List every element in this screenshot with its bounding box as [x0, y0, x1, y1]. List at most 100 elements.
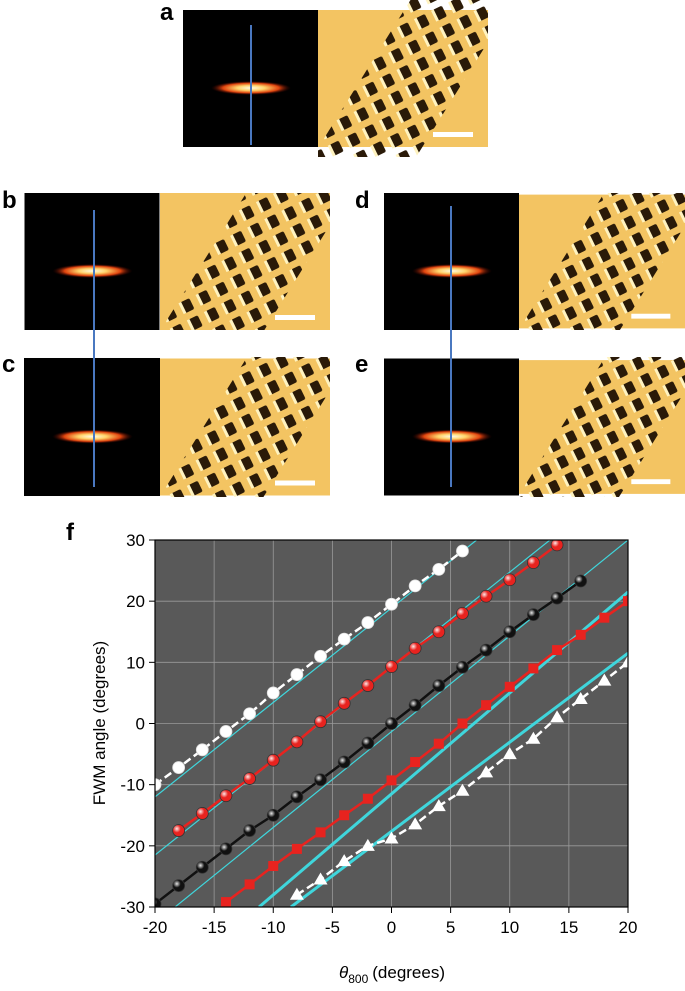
- x-tick-label: 10: [500, 918, 519, 937]
- y-tick-label: -10: [120, 776, 145, 795]
- marker-highlight: [385, 660, 398, 673]
- marker-highlight: [551, 540, 564, 551]
- x-label-subscript: 800: [348, 972, 368, 986]
- marker-highlight: [243, 824, 256, 837]
- marker: [456, 544, 469, 558]
- x-tick-label: -15: [202, 918, 227, 937]
- panel-label: d: [355, 187, 370, 214]
- marker: [386, 775, 397, 786]
- marker-highlight: [196, 861, 209, 874]
- y-tick-label: -30: [120, 898, 145, 917]
- marker: [220, 897, 231, 907]
- marker-highlight: [314, 773, 327, 786]
- marker-highlight: [219, 789, 232, 802]
- marker: [408, 579, 422, 593]
- marker: [219, 725, 233, 738]
- panel-label: b: [2, 187, 17, 214]
- marker: [410, 757, 421, 768]
- marker-highlight: [432, 625, 445, 638]
- marker-highlight: [361, 679, 374, 692]
- marker: [526, 731, 541, 744]
- x-tick-label: 0: [387, 918, 396, 937]
- marker: [623, 596, 628, 607]
- marker-highlight: [196, 807, 209, 820]
- marker: [313, 872, 328, 885]
- y-axis-label: FWM angle (degrees): [90, 641, 109, 805]
- marker-highlight: [409, 642, 422, 655]
- marker-highlight: [574, 574, 587, 587]
- marker: [172, 761, 186, 774]
- marker: [384, 831, 399, 844]
- marker: [552, 645, 563, 656]
- marker-highlight: [527, 556, 540, 569]
- marker: [502, 747, 517, 760]
- y-tick-label: 0: [136, 715, 145, 734]
- plot-frame: [154, 539, 629, 908]
- marker: [195, 743, 209, 757]
- panel-label: a: [160, 0, 174, 26]
- marker: [360, 838, 375, 851]
- marker: [550, 710, 565, 723]
- marker-highlight: [409, 699, 422, 712]
- marker: [599, 612, 610, 623]
- x-axis-label: θ800 (degrees): [339, 963, 445, 986]
- marker: [597, 673, 612, 686]
- marker-highlight: [219, 842, 232, 855]
- marker-highlight: [290, 790, 303, 803]
- y-tick-label: 10: [126, 653, 145, 672]
- x-tick-label: -10: [261, 918, 286, 937]
- marker: [621, 655, 628, 668]
- marker-highlight: [480, 644, 493, 657]
- marker: [575, 629, 586, 640]
- marker: [291, 843, 302, 854]
- marker-highlight: [172, 824, 185, 837]
- marker-highlight: [172, 879, 185, 892]
- panel-label: e: [355, 351, 368, 378]
- x-tick-label: 5: [446, 918, 455, 937]
- marker: [268, 861, 279, 872]
- series-line: [155, 540, 478, 798]
- panel-images: [24, 0, 685, 497]
- marker: [455, 783, 470, 796]
- plot-data: [155, 540, 628, 907]
- marker: [290, 668, 304, 681]
- marker: [432, 562, 446, 576]
- marker: [573, 692, 588, 705]
- x-tick-label: -20: [143, 918, 168, 937]
- marker: [385, 597, 398, 611]
- marker-highlight: [456, 661, 469, 674]
- y-tick-label: 30: [126, 531, 145, 550]
- marker: [431, 799, 446, 812]
- marker-highlight: [503, 625, 516, 638]
- marker-highlight: [338, 697, 351, 710]
- marker: [479, 765, 494, 778]
- y-tick-label: 20: [126, 592, 145, 611]
- marker-highlight: [503, 573, 516, 586]
- marker-highlight: [243, 772, 256, 785]
- marker-highlight: [314, 715, 327, 728]
- y-tick-label: -20: [120, 837, 145, 856]
- marker-highlight: [267, 809, 280, 822]
- panel-label: c: [2, 351, 15, 378]
- marker-highlight: [267, 754, 280, 767]
- x-tick-label: 20: [619, 918, 638, 937]
- marker: [361, 616, 375, 629]
- marker: [408, 817, 423, 830]
- x-label-unit: (degrees): [372, 963, 445, 982]
- marker: [457, 718, 468, 729]
- marker: [433, 738, 444, 749]
- marker: [314, 649, 327, 663]
- marker-highlight: [361, 737, 374, 750]
- marker-highlight: [480, 590, 493, 603]
- marker: [155, 778, 162, 792]
- panel-label: f: [66, 519, 75, 546]
- marker: [337, 854, 352, 867]
- marker-highlight: [432, 679, 445, 692]
- marker-highlight: [155, 897, 161, 907]
- marker: [337, 632, 351, 646]
- marker-highlight: [551, 592, 564, 605]
- marker-highlight: [527, 608, 540, 621]
- marker: [244, 879, 255, 890]
